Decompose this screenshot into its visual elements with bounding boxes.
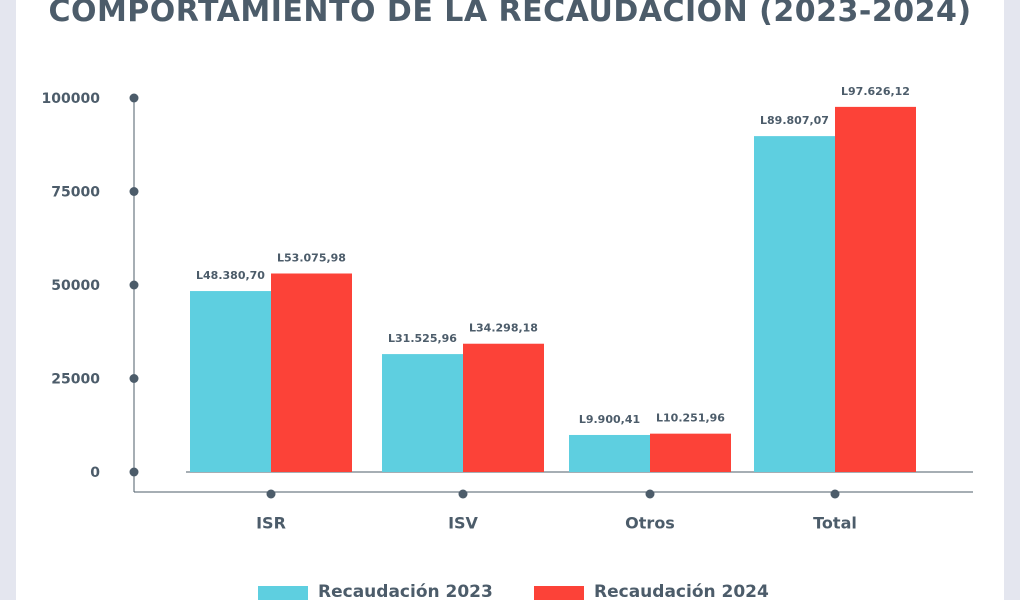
legend-item-2023: Recaudación 2023 [258,582,493,600]
y-tick-label: 25000 [51,372,100,388]
y-tick-label: 50000 [51,278,100,294]
y-tick-label: 75000 [51,185,100,201]
data-label: L34.298,18 [469,322,538,335]
chart-labels: L48.380,70 L31.525,96 L9.900,41 L89.807,07 L… [196,85,910,426]
x-tick-label: Otros [625,514,675,533]
data-label: L97.626,12 [841,85,910,98]
legend-swatch-2023 [258,586,308,600]
y-tick-dot [129,187,139,196]
x-tick-dot [266,489,276,499]
legend-swatch-2024 [534,586,584,600]
bar-2023-total [754,136,835,472]
bar-chart: 0 25000 50000 75000 100000 ISR ISV Otros Total L… [42,85,973,533]
bar-2024-isr [271,273,352,472]
data-label: L9.900,41 [579,413,640,426]
y-tick-label: 100000 [42,91,101,107]
bar-2024-isv [463,343,544,472]
chart-legend: Recaudación 2023 Recaudación 2024 [16,582,1004,600]
data-label: L48.380,70 [196,269,265,282]
data-label: L10.251,96 [656,412,725,425]
chart-card: COMPORTAMIENTO DE LA RECAUDACIÓN (2023-2… [16,0,1004,600]
bar-2024-otros [650,433,731,472]
bar-2023-otros [569,434,650,472]
bar-2023-isv [382,354,463,472]
x-tick-dot [830,489,840,499]
y-tick-dot [129,93,139,103]
x-tick-dot [458,489,468,499]
chart-bars [190,106,916,473]
data-label: L53.075,98 [277,251,346,264]
legend-item-2024: Recaudación 2024 [534,582,769,600]
x-tick-dot [645,489,655,499]
x-tick-label: ISV [448,514,478,533]
chart-title: COMPORTAMIENTO DE LA RECAUDACIÓN (2023-2… [48,0,972,29]
data-label: L89.807,07 [760,114,829,127]
data-label: L31.525,96 [388,332,457,345]
y-tick-label: 0 [90,465,100,481]
y-tick-dot [129,467,139,477]
y-tick-dot [129,280,139,290]
x-tick-label: Total [813,514,857,533]
bar-2024-total [835,106,916,473]
legend-label-2023: Recaudación 2023 [318,582,493,600]
legend-label-2024: Recaudación 2024 [594,582,769,600]
bar-2023-isr [190,291,271,472]
y-tick-dot [129,374,139,383]
x-tick-label: ISR [256,514,286,533]
